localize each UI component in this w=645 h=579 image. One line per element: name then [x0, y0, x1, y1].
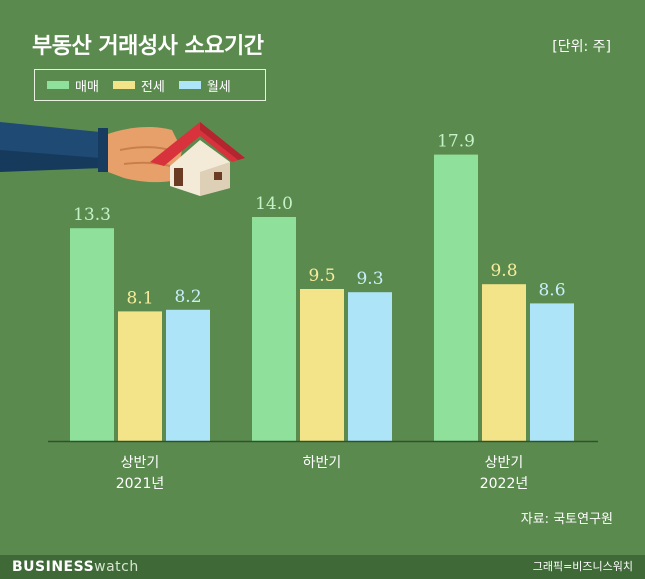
legend: 매매 전세 월세 — [34, 69, 266, 101]
legend-item-sale: 매매 — [47, 76, 99, 95]
value-label-sale-0: 13.3 — [73, 205, 111, 225]
category-label-1-0: 하반기 — [303, 455, 342, 471]
bar-jeonse-1 — [300, 289, 344, 441]
value-label-jeonse-1: 9.5 — [308, 266, 335, 286]
value-label-monthly-2: 8.6 — [538, 280, 565, 300]
value-label-monthly-1: 9.3 — [356, 269, 383, 289]
value-label-jeonse-0: 8.1 — [126, 288, 153, 308]
footer-bar: BUSINESSwatch 그래픽=비즈니스워치 — [0, 555, 645, 579]
legend-label-sale: 매매 — [75, 79, 99, 95]
graphic-credit: 그래픽=비즈니스워치 — [532, 560, 633, 573]
category-label-0-0: 상반기 — [121, 455, 160, 471]
brand-bold: BUSINESS — [12, 559, 95, 575]
bar-monthly-2 — [530, 303, 574, 441]
value-label-jeonse-2: 9.8 — [490, 261, 517, 281]
legend-item-monthly: 월세 — [178, 76, 231, 95]
legend-label-jeonse: 전세 — [140, 79, 165, 95]
unit-label: [단위: 주] — [552, 39, 611, 55]
bar-sale-1 — [252, 217, 296, 441]
chart-title: 부동산 거래성사 소요기간 — [32, 34, 264, 59]
category-label-2-1: 2022년 — [480, 476, 529, 492]
hand-house-illustration — [0, 122, 245, 196]
category-label-2-0: 상반기 — [485, 455, 524, 471]
legend-item-jeonse: 전세 — [112, 76, 165, 95]
category-label-0-1: 2021년 — [116, 476, 165, 492]
source-label: 자료: 국토연구원 — [520, 512, 613, 527]
bar-sale-0 — [70, 228, 114, 441]
value-label-sale-1: 14.0 — [255, 194, 293, 214]
legend-swatch-monthly — [178, 81, 201, 89]
bar-monthly-0 — [166, 309, 210, 441]
value-label-sale-2: 17.9 — [437, 132, 475, 152]
legend-label-monthly: 월세 — [206, 79, 231, 95]
brand-light: watch — [94, 559, 139, 575]
bar-jeonse-0 — [118, 311, 162, 441]
bar-jeonse-2 — [482, 284, 526, 441]
value-labels-group: 13.3 8.1 8.2 14.0 9.5 9.3 17.9 9.8 8.6 — [73, 132, 565, 309]
brand-logo: BUSINESSwatch — [12, 559, 139, 575]
bars-group — [70, 154, 574, 441]
bar-sale-2 — [434, 154, 478, 441]
legend-swatch-jeonse — [112, 81, 135, 89]
bar-monthly-1 — [348, 292, 392, 441]
legend-swatch-sale — [47, 81, 69, 89]
value-label-monthly-0: 8.2 — [174, 287, 201, 307]
category-labels-group: 상반기 2021년 하반기 상반기 2022년 — [116, 455, 529, 492]
